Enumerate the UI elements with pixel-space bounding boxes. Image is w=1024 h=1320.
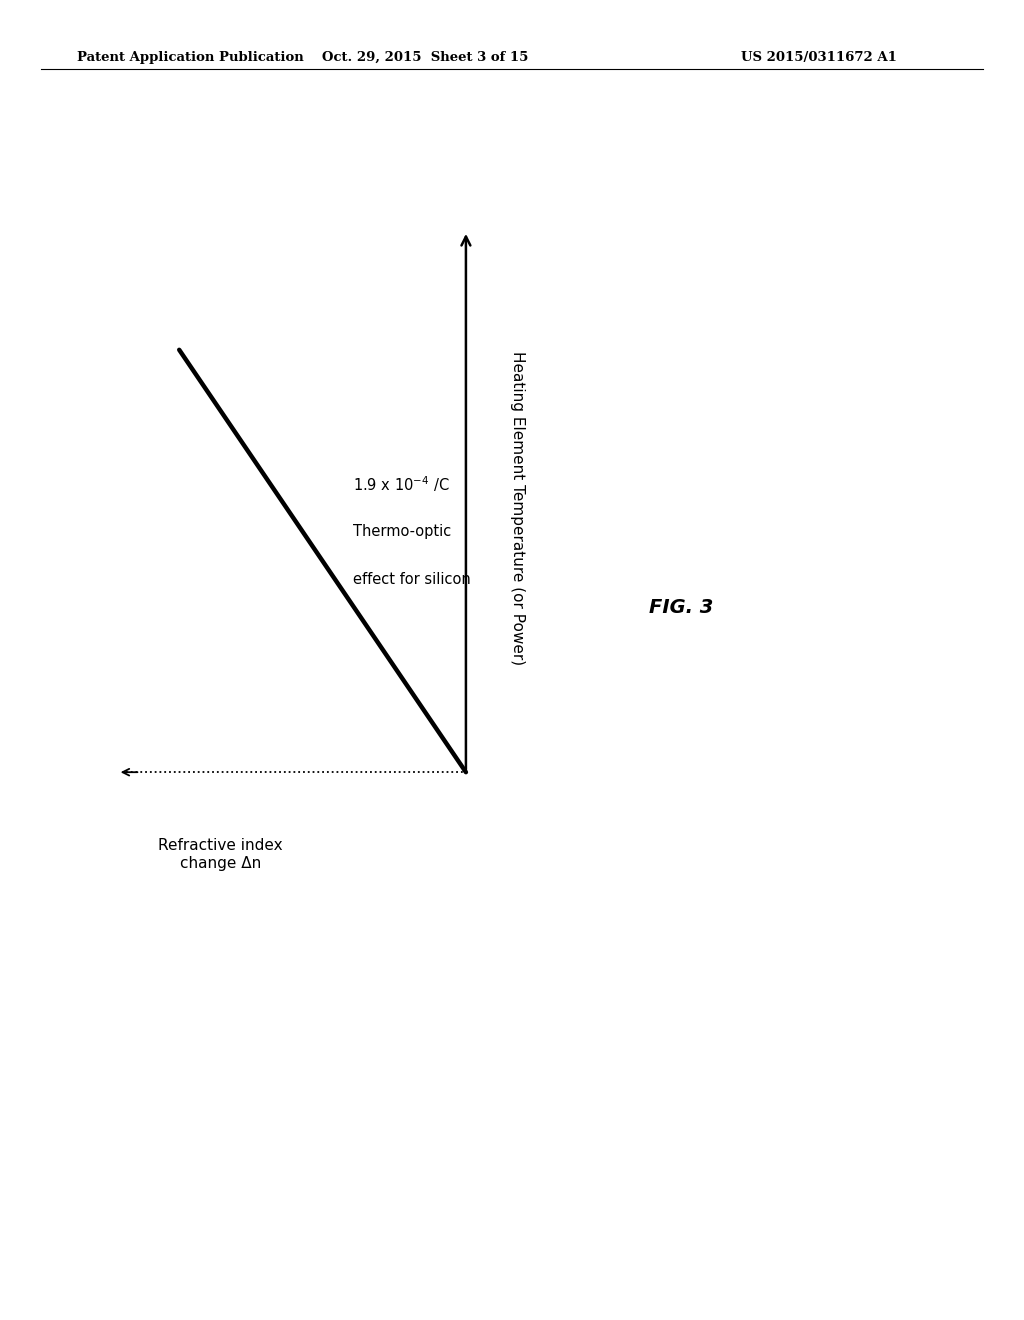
Text: Heating Element Temperature (or Power): Heating Element Temperature (or Power) [510, 351, 524, 665]
Text: Patent Application Publication: Patent Application Publication [77, 51, 303, 63]
Text: US 2015/0311672 A1: US 2015/0311672 A1 [741, 51, 897, 63]
Text: Oct. 29, 2015  Sheet 3 of 15: Oct. 29, 2015 Sheet 3 of 15 [322, 51, 528, 63]
Text: Refractive index
change Δn: Refractive index change Δn [158, 838, 283, 871]
Text: FIG. 3: FIG. 3 [649, 598, 713, 616]
Text: effect for silicon: effect for silicon [353, 572, 471, 587]
Text: Thermo-optic: Thermo-optic [353, 524, 452, 540]
Text: 1.9 x 10$^{-4}$ /C: 1.9 x 10$^{-4}$ /C [353, 475, 450, 494]
